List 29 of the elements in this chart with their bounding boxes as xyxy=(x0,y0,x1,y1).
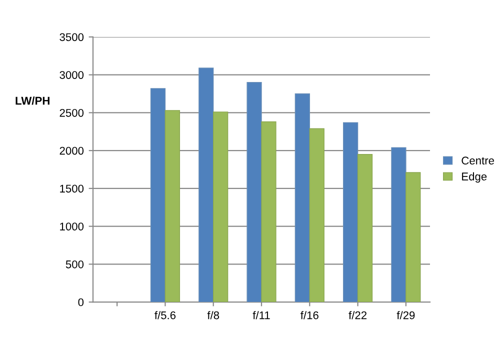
bar xyxy=(357,154,373,302)
y-tick-label: 1000 xyxy=(60,222,84,230)
bar xyxy=(406,172,421,302)
bar xyxy=(294,93,310,302)
bar xyxy=(246,82,262,302)
y-tick-label: 3500 xyxy=(60,33,84,42)
y-tick-label: 2000 xyxy=(60,146,84,155)
y-axis-title: LW/PH xyxy=(16,96,50,105)
x-tick-label: f/16 xyxy=(300,311,318,320)
y-tick-label: 1500 xyxy=(60,184,84,193)
bar xyxy=(261,121,276,302)
y-tick-label: 500 xyxy=(66,260,84,268)
x-tick-label: f/22 xyxy=(348,311,366,320)
x-tick-label: f/8 xyxy=(207,311,220,320)
y-tick-label: 3000 xyxy=(60,71,84,79)
x-tick-label: f/29 xyxy=(396,311,415,320)
legend-label: Edge xyxy=(462,172,487,183)
x-tick-label: f/11 xyxy=(252,311,270,320)
bar xyxy=(391,147,406,302)
bar xyxy=(198,68,214,302)
bar xyxy=(342,122,358,302)
bar xyxy=(213,112,228,302)
bar xyxy=(309,128,324,302)
y-tick-label: 2500 xyxy=(60,108,84,117)
x-tick-label: f/5.6 xyxy=(154,311,176,320)
legend-label: Centre xyxy=(462,156,494,165)
bar xyxy=(164,110,180,302)
y-tick-label: 0 xyxy=(78,298,84,306)
bar xyxy=(150,88,166,302)
